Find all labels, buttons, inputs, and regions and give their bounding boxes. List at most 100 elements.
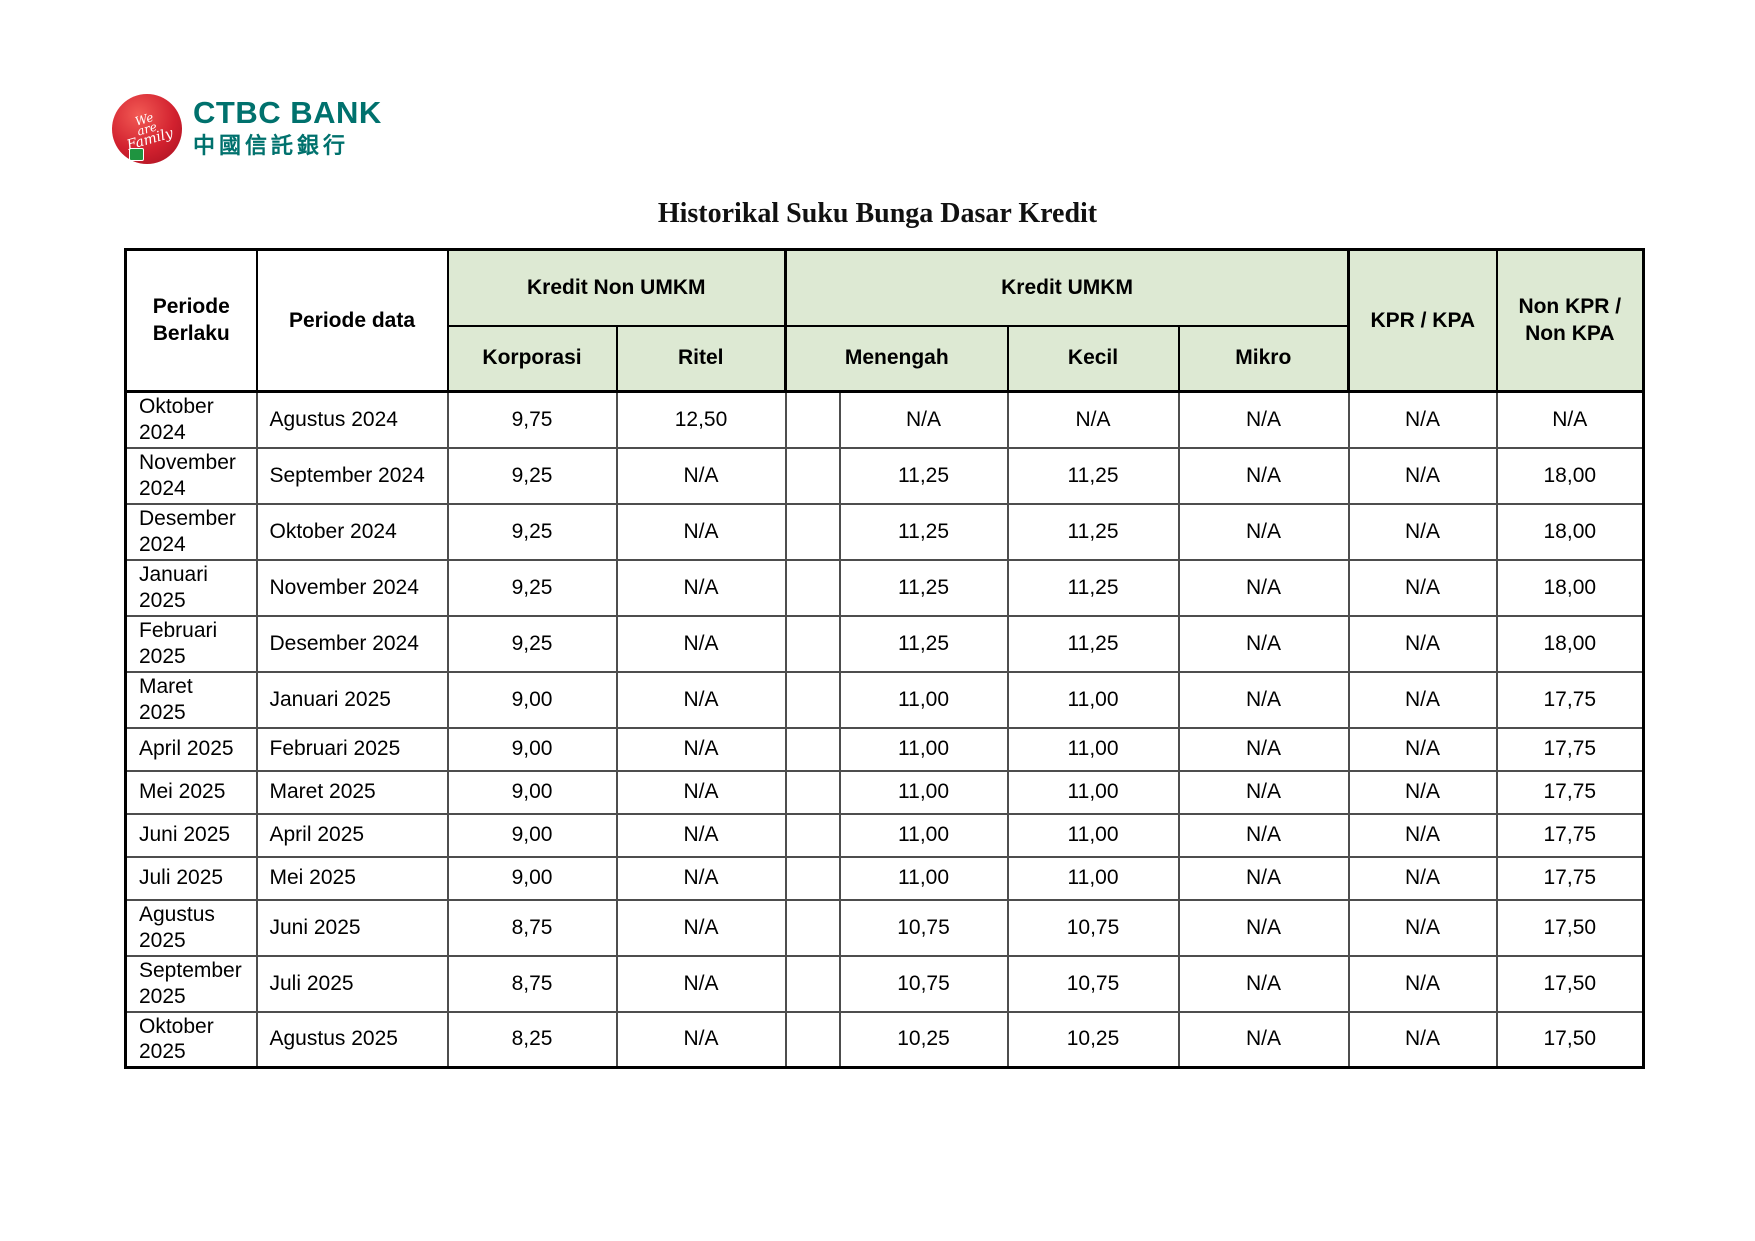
- cell-mikro: N/A: [1177, 898, 1350, 957]
- cell-kecil: 11,25: [1006, 558, 1180, 617]
- cell-ritel: N/A: [615, 769, 787, 815]
- cell-kecil: 10,25: [1006, 1010, 1180, 1069]
- cell-periode-data: November 2024: [255, 558, 449, 617]
- col-header-menengah: Menengah: [784, 324, 1009, 393]
- cell-korporasi: 9,00: [446, 769, 618, 815]
- spacer-cell: [784, 812, 841, 858]
- cell-kecil: 11,00: [1006, 769, 1180, 815]
- cell-periode-berlaku: November 2024: [124, 446, 258, 505]
- spacer-cell: [784, 1010, 841, 1069]
- cell-ritel: N/A: [615, 614, 787, 673]
- we-are-family-emblem-icon: We are Family: [112, 94, 182, 164]
- cell-kecil: 11,00: [1006, 812, 1180, 858]
- cell-menengah: 10,75: [838, 954, 1009, 1013]
- spacer-cell: [784, 898, 841, 957]
- cell-korporasi: 9,75: [446, 390, 618, 449]
- cell-non-kpr-kpa: 17,75: [1495, 670, 1645, 729]
- cell-kpr-kpa: N/A: [1347, 558, 1498, 617]
- cell-periode-berlaku: April 2025: [124, 726, 258, 772]
- col-header-ritel: Ritel: [615, 324, 787, 393]
- col-header-kecil: Kecil: [1006, 324, 1180, 393]
- cell-korporasi: 8,75: [446, 954, 618, 1013]
- spacer-cell: [784, 614, 841, 673]
- cell-kpr-kpa: N/A: [1347, 954, 1498, 1013]
- table-row: September 2025 Juli 2025 8,75 N/A 10,75 10,75…: [124, 954, 1645, 1013]
- table-row: Oktober 2025 Agustus 2025 8,25 N/A 10,25 10,2…: [124, 1010, 1645, 1069]
- cell-kecil: 11,25: [1006, 614, 1180, 673]
- cell-korporasi: 9,25: [446, 614, 618, 673]
- cell-periode-berlaku: Desember 2024: [124, 502, 258, 561]
- spacer-cell: [784, 670, 841, 729]
- spacer-cell: [784, 390, 841, 449]
- cell-ritel: N/A: [615, 558, 787, 617]
- cell-non-kpr-kpa: N/A: [1495, 390, 1645, 449]
- cell-menengah: N/A: [838, 390, 1009, 449]
- cell-kpr-kpa: N/A: [1347, 898, 1498, 957]
- table-row: Januari 2025 November 2024 9,25 N/A 11,25 11,…: [124, 558, 1645, 617]
- cell-mikro: N/A: [1177, 558, 1350, 617]
- cell-menengah: 11,25: [838, 614, 1009, 673]
- cell-periode-data: Maret 2025: [255, 769, 449, 815]
- table-row: Juni 2025 April 2025 9,00 N/A 11,00 11,00 N/A N…: [124, 812, 1645, 858]
- cell-menengah: 11,25: [838, 558, 1009, 617]
- table-row: Oktober 2024 Agustus 2024 9,75 12,50 N/A N/A N…: [124, 390, 1645, 449]
- cell-periode-data: Desember 2024: [255, 614, 449, 673]
- cell-korporasi: 9,25: [446, 446, 618, 505]
- emblem-script-text: We are Family: [104, 86, 191, 173]
- rates-table-body: Oktober 2024 Agustus 2024 9,75 12,50 N/A N/A N…: [124, 390, 1645, 1069]
- cell-periode-data: Juni 2025: [255, 898, 449, 957]
- spacer-cell: [784, 446, 841, 505]
- cell-mikro: N/A: [1177, 446, 1350, 505]
- bank-name-chinese: 中國信託銀行: [193, 133, 350, 158]
- table-row: Februari 2025 Desember 2024 9,25 N/A 11,25 11…: [124, 614, 1645, 673]
- cell-menengah: 11,25: [838, 502, 1009, 561]
- col-group-kredit-umkm: Kredit UMKM: [784, 248, 1350, 327]
- cell-mikro: N/A: [1177, 670, 1350, 729]
- cell-korporasi: 9,00: [446, 812, 618, 858]
- cell-menengah: 10,25: [838, 1010, 1009, 1069]
- cell-kpr-kpa: N/A: [1347, 855, 1498, 901]
- cell-menengah: 11,00: [838, 812, 1009, 858]
- cell-ritel: N/A: [615, 898, 787, 957]
- table-row: Maret 2025 Januari 2025 9,00 N/A 11,00 11,00 N…: [124, 670, 1645, 729]
- cell-periode-berlaku: Juni 2025: [124, 812, 258, 858]
- cell-non-kpr-kpa: 17,75: [1495, 855, 1645, 901]
- table-row: Mei 2025 Maret 2025 9,00 N/A 11,00 11,00 N/A N/…: [124, 769, 1645, 815]
- cell-korporasi: 8,25: [446, 1010, 618, 1069]
- cell-ritel: N/A: [615, 446, 787, 505]
- cell-mikro: N/A: [1177, 855, 1350, 901]
- cell-periode-data: Februari 2025: [255, 726, 449, 772]
- col-group-kredit-non-umkm: Kredit Non UMKM: [446, 248, 787, 327]
- cell-periode-berlaku: Oktober 2024: [124, 390, 258, 449]
- cell-kpr-kpa: N/A: [1347, 446, 1498, 505]
- cell-periode-data: Januari 2025: [255, 670, 449, 729]
- bank-name: CTBC BANK: [193, 95, 382, 130]
- table-row: Juli 2025 Mei 2025 9,00 N/A 11,00 11,00 N/A N/A…: [124, 855, 1645, 901]
- cell-periode-data: Mei 2025: [255, 855, 449, 901]
- cell-non-kpr-kpa: 18,00: [1495, 502, 1645, 561]
- col-header-korporasi: Korporasi: [446, 324, 618, 393]
- spacer-cell: [784, 502, 841, 561]
- spacer-cell: [784, 855, 841, 901]
- cell-non-kpr-kpa: 17,75: [1495, 726, 1645, 772]
- historical-rates-table: Periode Berlaku Periode data Kredit Non …: [124, 248, 1646, 1069]
- cell-periode-data: Oktober 2024: [255, 502, 449, 561]
- cell-mikro: N/A: [1177, 502, 1350, 561]
- table-row: April 2025 Februari 2025 9,00 N/A 11,00 11,00…: [124, 726, 1645, 772]
- cell-kecil: 11,00: [1006, 726, 1180, 772]
- cell-non-kpr-kpa: 18,00: [1495, 614, 1645, 673]
- table-row: November 2024 September 2024 9,25 N/A 11,25 1…: [124, 446, 1645, 505]
- cell-mikro: N/A: [1177, 1010, 1350, 1069]
- cell-kecil: 10,75: [1006, 898, 1180, 957]
- cell-kecil: N/A: [1006, 390, 1180, 449]
- cell-kecil: 11,00: [1006, 855, 1180, 901]
- cell-menengah: 11,25: [838, 446, 1009, 505]
- cell-periode-data: Juli 2025: [255, 954, 449, 1013]
- page-title: Historikal Suku Bunga Dasar Kredit: [657, 198, 1098, 229]
- cell-kpr-kpa: N/A: [1347, 670, 1498, 729]
- col-header-kpr-kpa: KPR / KPA: [1347, 248, 1498, 393]
- cell-kpr-kpa: N/A: [1347, 1010, 1498, 1069]
- cell-periode-berlaku: September 2025: [124, 954, 258, 1013]
- cell-non-kpr-kpa: 18,00: [1495, 446, 1645, 505]
- cell-ritel: N/A: [615, 812, 787, 858]
